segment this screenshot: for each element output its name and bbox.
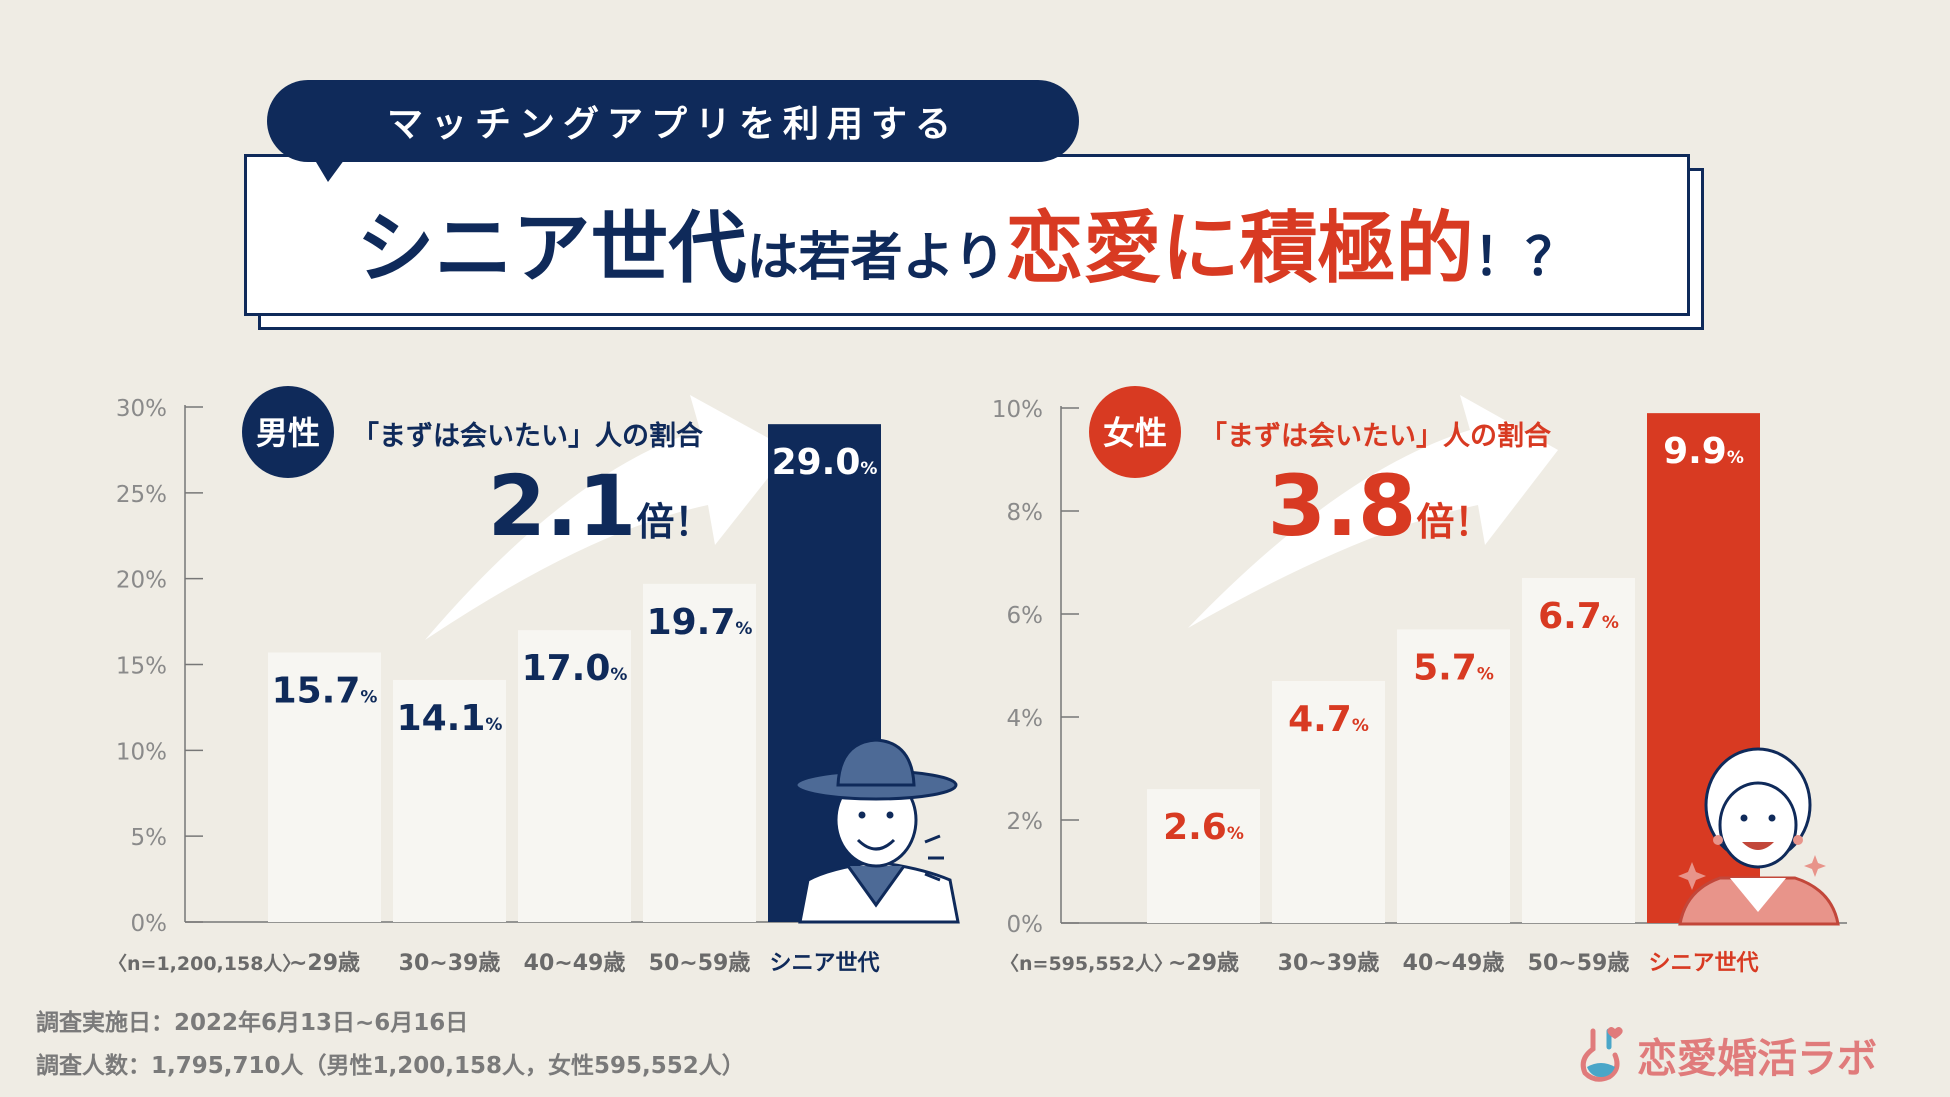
y-tick-label: 10% — [992, 397, 1043, 423]
category-label-2: 40~49歳 — [524, 951, 626, 976]
flask-heart-icon — [1580, 1027, 1623, 1082]
y-tick-label: 20% — [116, 568, 167, 594]
value-label-4: 29.0% — [772, 442, 878, 483]
speech-bubble-tail — [310, 152, 350, 182]
woman-eye-left — [1740, 814, 1748, 822]
category-label-1: 30~39歳 — [1278, 951, 1380, 976]
value-label-2: 5.7% — [1413, 647, 1494, 688]
category-label-0: ~29歳 — [1168, 951, 1239, 976]
bar-0 — [268, 652, 381, 922]
headline: シニア世代は若者より恋愛に積極的！？ — [356, 172, 1577, 298]
y-tick-label: 30% — [116, 396, 167, 422]
gender-label: 男性 — [256, 414, 320, 452]
category-label-2: 40~49歳 — [1403, 951, 1505, 976]
value-label-1: 14.1% — [397, 698, 503, 739]
y-tick-label: 4% — [1007, 706, 1044, 732]
gender-label: 女性 — [1103, 414, 1167, 452]
senior-woman-illustration — [1678, 747, 1840, 926]
chart-female: 0% 2% 4% 6% 8% 10% 2.6% ~29歳 4.7% 30~39歳 5.7% 40~49… — [992, 386, 1847, 976]
category-label-3: 50~59歳 — [649, 951, 751, 976]
category-label-1: 30~39歳 — [399, 951, 501, 976]
headline-part-4: ！？ — [1473, 228, 1578, 288]
y-tick-label: 15% — [116, 654, 167, 680]
brand-logo: 恋愛婚活ラボ — [1575, 1025, 1877, 1085]
y-tick-label: 2% — [1007, 809, 1044, 835]
bar-2 — [518, 630, 631, 922]
chart-male: 0% 5% 10% 15% 20% 25% 30% 15.7% ~29歳 14.1% 30~39歳 1… — [108, 386, 958, 976]
title-box: シニア世代は若者より恋愛に積極的！？ — [244, 154, 1690, 316]
y-tick-label: 0% — [1007, 912, 1044, 938]
trend-arrow — [1188, 395, 1558, 628]
headline-part-1: シニア世代 — [356, 204, 747, 294]
title-block: マッチングアプリを利用する シニア世代は若者より恋愛に積極的！？ — [240, 80, 1720, 330]
bar-2 — [1397, 629, 1510, 923]
value-label-3: 19.7% — [647, 602, 753, 643]
value-label-0: 15.7% — [272, 670, 378, 711]
category-label-4: シニア世代 — [769, 951, 879, 976]
bar-1 — [1272, 680, 1385, 923]
man-shirt — [846, 865, 906, 908]
y-tick-label: 25% — [116, 482, 167, 508]
y-tick-label: 0% — [131, 911, 168, 937]
man-eye-right — [886, 811, 894, 819]
man-motion-lines — [924, 834, 944, 882]
chart-subtitle: 「まずは会いたい」人の割合 — [352, 420, 703, 452]
category-label-3: 50~59歳 — [1528, 951, 1630, 976]
headline-part-3: 恋愛に積極的 — [1005, 204, 1474, 294]
survey-date: 調査実施日：2022年6月13日~6月16日 — [36, 1010, 469, 1036]
headline-part-2: は若者より — [746, 228, 1006, 288]
trend-arrow — [425, 395, 790, 640]
category-label-0: ~29歳 — [289, 951, 360, 976]
bar-3 — [643, 583, 756, 922]
man-eye-left — [858, 811, 866, 819]
bar-3 — [1522, 577, 1635, 923]
y-tick-label: 10% — [116, 739, 167, 765]
sparkle-icon — [1678, 862, 1706, 890]
gender-badge — [1089, 386, 1181, 478]
value-label-1: 4.7% — [1288, 699, 1369, 740]
man-smile — [856, 838, 896, 851]
value-label-4: 9.9% — [1663, 431, 1744, 472]
bar-0 — [1147, 789, 1260, 923]
bar-1 — [393, 679, 506, 922]
woman-eye-right — [1768, 814, 1776, 822]
gender-badge — [242, 386, 334, 478]
woman-earring-right — [1793, 835, 1803, 845]
senior-man-illustration — [794, 738, 960, 924]
value-label-2: 17.0% — [522, 648, 628, 689]
multiplier-callout: 3.8倍！ — [1268, 457, 1493, 555]
sparkle-icon — [1804, 855, 1826, 877]
survey-count: 調査人数：1,795,710人（男性1,200,158人，女性595,552人） — [36, 1053, 745, 1079]
chart-subtitle: 「まずは会いたい」人の割合 — [1200, 420, 1551, 452]
value-label-0: 2.6% — [1163, 807, 1244, 848]
sample-size: 〈n=1,200,158人〉 — [108, 952, 301, 975]
y-tick-label: 6% — [1007, 603, 1044, 629]
woman-smile — [1742, 842, 1774, 850]
multiplier-callout: 2.1倍！ — [488, 457, 713, 555]
sample-size: 〈n=595,552人〉 — [1000, 952, 1173, 975]
category-label-4: シニア世代 — [1648, 951, 1758, 976]
y-tick-label: 8% — [1007, 500, 1044, 526]
logo-text: 恋愛婚活ラボ — [1637, 1036, 1877, 1082]
value-label-3: 6.7% — [1538, 596, 1619, 637]
woman-face — [1718, 781, 1798, 869]
title-banner: マッチングアプリを利用する — [267, 80, 1079, 162]
woman-blouse — [1730, 878, 1786, 912]
y-tick-label: 5% — [131, 825, 168, 851]
man-hat-top — [836, 738, 916, 787]
woman-earring-left — [1713, 835, 1723, 845]
